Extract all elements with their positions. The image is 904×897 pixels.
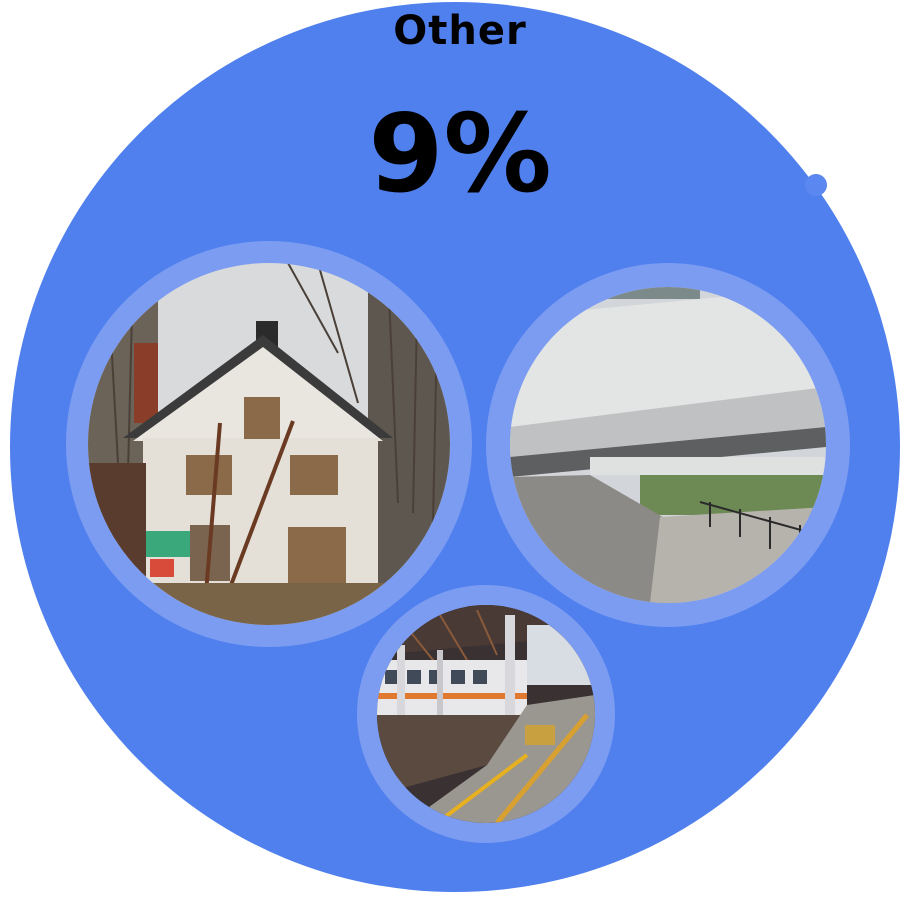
- category-label: Other: [393, 8, 527, 54]
- abandoned-house-photo[interactable]: [88, 263, 450, 625]
- train-platform-photo[interactable]: [377, 605, 595, 823]
- bubble-dot: [805, 174, 827, 196]
- bridge-underpass-photo[interactable]: [510, 287, 826, 603]
- category-percent: 9%: [368, 92, 552, 217]
